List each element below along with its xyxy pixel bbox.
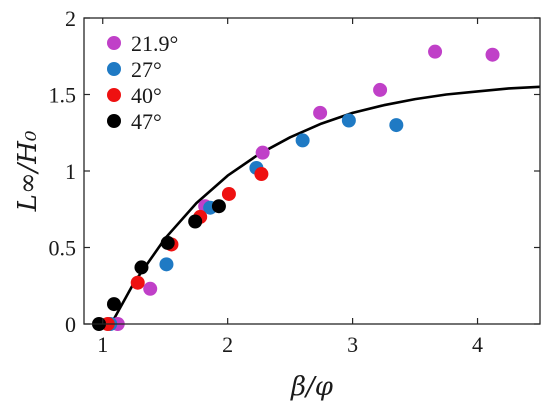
- data-point-series-3-1: [106, 297, 121, 312]
- data-point-series-3-3: [160, 235, 175, 250]
- y-tick-label: 2: [65, 6, 76, 31]
- data-point-series-0-4: [313, 105, 328, 120]
- data-point-series-1-6: [389, 118, 404, 133]
- fit-curve: [109, 85, 540, 324]
- data-point-series-0-7: [485, 47, 500, 62]
- data-point-series-0-5: [373, 82, 388, 97]
- y-tick-label: 1: [65, 159, 76, 184]
- legend-label: 40°: [131, 83, 162, 108]
- legend-marker: [107, 88, 121, 102]
- data-point-series-3-2: [134, 260, 149, 275]
- y-tick-label: 1.5: [49, 83, 77, 108]
- data-point-series-0-1: [143, 281, 158, 296]
- legend-marker: [107, 36, 121, 50]
- y-tick-label: 0.5: [49, 236, 77, 261]
- data-point-series-2-5: [254, 167, 269, 182]
- data-point-series-0-3: [255, 145, 270, 160]
- legend-marker: [107, 62, 121, 76]
- data-point-series-2-4: [221, 186, 236, 201]
- legend-label: 47°: [131, 109, 162, 134]
- data-point-series-3-4: [188, 214, 203, 229]
- y-tick-label: 0: [65, 312, 76, 337]
- x-tick-label: 2: [222, 332, 233, 357]
- data-point-series-1-4: [295, 133, 310, 148]
- data-point-series-1-1: [159, 257, 174, 272]
- x-tick-label: 1: [97, 332, 108, 357]
- plot-area: [84, 18, 540, 324]
- data-point-series-0-6: [428, 44, 443, 59]
- legend-label: 27°: [131, 57, 162, 82]
- x-axis-label: β/φ: [290, 372, 334, 402]
- data-point-series-1-5: [341, 113, 356, 128]
- x-tick-label: 3: [347, 332, 358, 357]
- data-point-series-2-1: [130, 275, 145, 290]
- x-tick-label: 4: [472, 332, 483, 357]
- legend-marker: [107, 114, 121, 128]
- legend-label: 21.9°: [131, 31, 178, 56]
- data-point-series-3-5: [211, 199, 226, 214]
- y-axis-label: L∞/H₀: [13, 130, 43, 212]
